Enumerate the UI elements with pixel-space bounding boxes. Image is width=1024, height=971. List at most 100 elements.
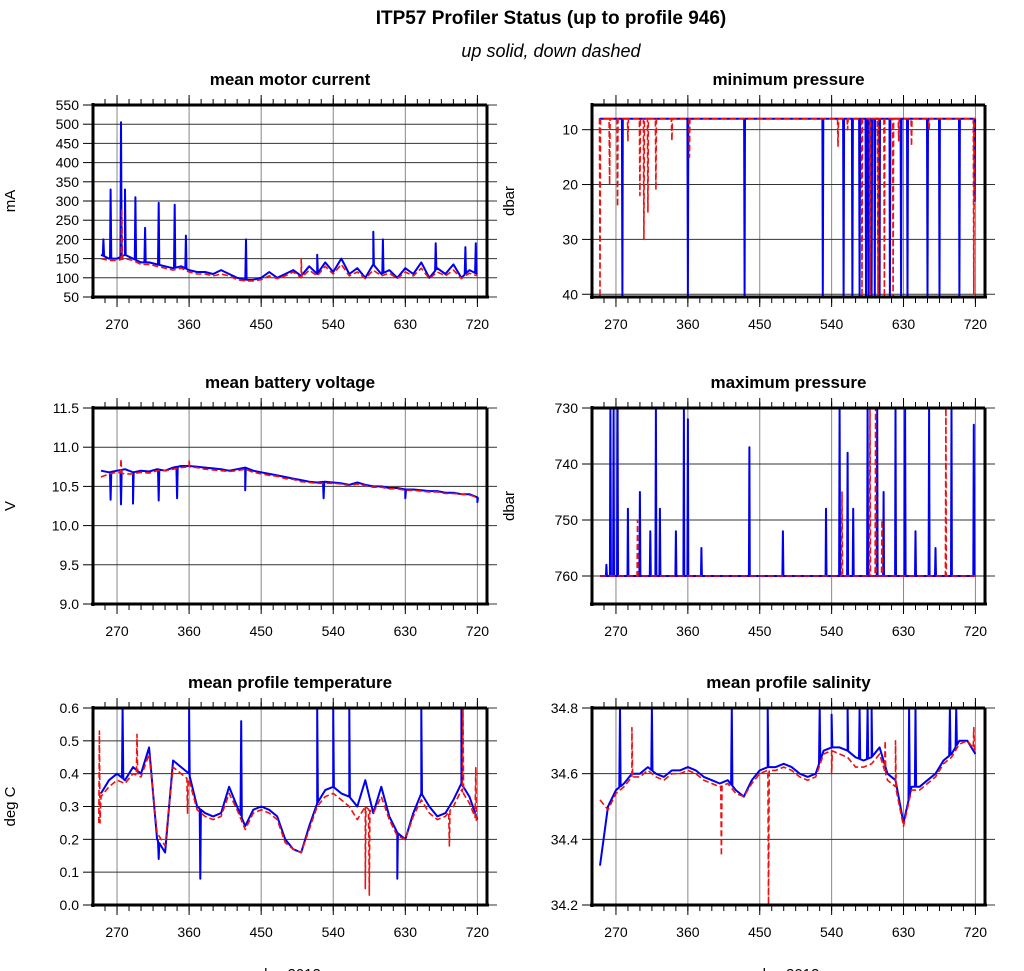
y-tick-label: 740: [555, 456, 579, 472]
y-tick-label: 20: [562, 177, 578, 193]
y-tick-label: 450: [56, 135, 80, 151]
y-tick-label: 10.0: [52, 518, 79, 534]
y-tick-label: 10.5: [52, 478, 79, 494]
series-down-line: [598, 117, 976, 298]
y-tick-label: 350: [56, 174, 80, 190]
y-tick-label: 34.2: [551, 897, 578, 913]
y-tick-label: 750: [555, 512, 579, 528]
x-tick-label: 720: [466, 924, 490, 940]
y-tick-label: 30: [562, 231, 578, 247]
x-tick-label: 270: [604, 623, 628, 639]
y-tick-label: 9.5: [60, 557, 80, 573]
y-tick-label: 150: [56, 251, 80, 267]
y-tick-label: 0.0: [60, 897, 80, 913]
x-tick-label: 270: [105, 924, 129, 940]
y-axis-label: dbar: [501, 491, 518, 521]
panel-title: maximum pressure: [711, 373, 867, 392]
x-tick-label: 630: [892, 316, 916, 332]
x-tick-label: 450: [748, 316, 772, 332]
x-axis-label: day 2012: [259, 966, 321, 971]
y-tick-label: 34.4: [551, 831, 578, 847]
y-tick-label: 0.3: [60, 799, 80, 815]
y-tick-label: 200: [56, 231, 80, 247]
x-tick-label: 270: [105, 623, 129, 639]
x-tick-label: 720: [466, 623, 490, 639]
x-tick-label: 450: [249, 623, 273, 639]
y-tick-label: 760: [555, 568, 579, 584]
x-tick-label: 360: [177, 623, 201, 639]
chart-panel: mean motor current 270 360 450 540 630 720 50 10…: [2, 70, 497, 332]
x-tick-label: 270: [604, 316, 628, 332]
y-axis-label: V: [2, 501, 19, 511]
x-axis-label: day 2012: [758, 966, 820, 971]
y-tick-label: 730: [555, 400, 579, 416]
x-tick-label: 360: [676, 316, 700, 332]
x-tick-label: 360: [177, 924, 201, 940]
x-tick-label: 540: [820, 316, 844, 332]
series-up-line: [599, 707, 977, 866]
panel-title: mean motor current: [210, 70, 371, 89]
y-tick-label: 0.1: [60, 864, 80, 880]
x-tick-label: 360: [676, 623, 700, 639]
x-tick-label: 270: [105, 316, 129, 332]
y-tick-label: 500: [56, 116, 80, 132]
y-tick-label: 100: [56, 270, 80, 286]
x-tick-label: 630: [394, 623, 418, 639]
y-tick-label: 0.5: [60, 733, 80, 749]
x-tick-label: 630: [892, 924, 916, 940]
y-tick-label: 300: [56, 193, 80, 209]
x-tick-label: 630: [892, 623, 916, 639]
x-tick-label: 540: [820, 623, 844, 639]
chart-panel: mean profile temperature 270 360 450 540 630 7…: [2, 673, 497, 971]
x-tick-label: 630: [394, 924, 418, 940]
series-up-line: [100, 121, 478, 281]
x-tick-label: 270: [604, 924, 628, 940]
y-tick-label: 9.0: [60, 596, 80, 612]
y-tick-label: 40: [562, 286, 578, 302]
panel-title: mean battery voltage: [205, 373, 375, 392]
series-down-line: [98, 707, 479, 896]
x-tick-label: 360: [676, 924, 700, 940]
y-tick-label: 34.8: [551, 700, 578, 716]
y-tick-label: 50: [63, 289, 79, 305]
panel-title: mean profile salinity: [706, 673, 871, 692]
y-tick-label: 0.4: [60, 766, 80, 782]
series-up-line: [600, 407, 976, 577]
x-tick-label: 450: [748, 623, 772, 639]
x-tick-label: 720: [466, 316, 490, 332]
series-down-line: [600, 407, 976, 577]
x-tick-label: 360: [177, 316, 201, 332]
series-down-line: [599, 726, 977, 906]
x-tick-label: 720: [964, 924, 988, 940]
panel-title: mean profile temperature: [188, 673, 392, 692]
x-tick-label: 540: [322, 316, 346, 332]
chart-panel: maximum pressure 270 360 450 540 630 720 730 740…: [501, 373, 995, 639]
x-tick-label: 720: [964, 623, 988, 639]
x-tick-label: 540: [322, 924, 346, 940]
y-tick-label: 34.6: [551, 766, 578, 782]
x-tick-label: 720: [964, 316, 988, 332]
figure-subtitle: up solid, down dashed: [461, 41, 641, 61]
x-tick-label: 630: [394, 316, 418, 332]
figure-title: ITP57 Profiler Status (up to profile 946…: [376, 8, 727, 29]
y-tick-label: 0.2: [60, 831, 80, 847]
series-up-line: [100, 707, 479, 880]
panel-title: minimum pressure: [712, 70, 864, 89]
x-tick-label: 450: [748, 924, 772, 940]
x-tick-label: 450: [249, 316, 273, 332]
chart-panel: mean profile salinity 270 360 450 540 630 720 3…: [551, 673, 995, 971]
y-tick-label: 0.6: [60, 700, 80, 716]
series-up-line: [100, 465, 479, 506]
chart-panel: minimum pressure 270 360 450 540 630 720 10 20 30…: [501, 70, 995, 332]
y-tick-label: 550: [56, 97, 80, 113]
y-tick-label: 400: [56, 155, 80, 171]
chart-panel: mean battery voltage 270 360 450 540 630 720 9.…: [2, 373, 497, 639]
y-axis-label: dbar: [501, 186, 518, 216]
x-tick-label: 450: [249, 924, 273, 940]
y-tick-label: 10: [562, 122, 578, 138]
y-tick-label: 11.0: [53, 439, 79, 455]
y-tick-label: 11.5: [53, 400, 79, 416]
series-down-line: [100, 458, 478, 499]
y-axis-label: deg C: [2, 786, 19, 826]
